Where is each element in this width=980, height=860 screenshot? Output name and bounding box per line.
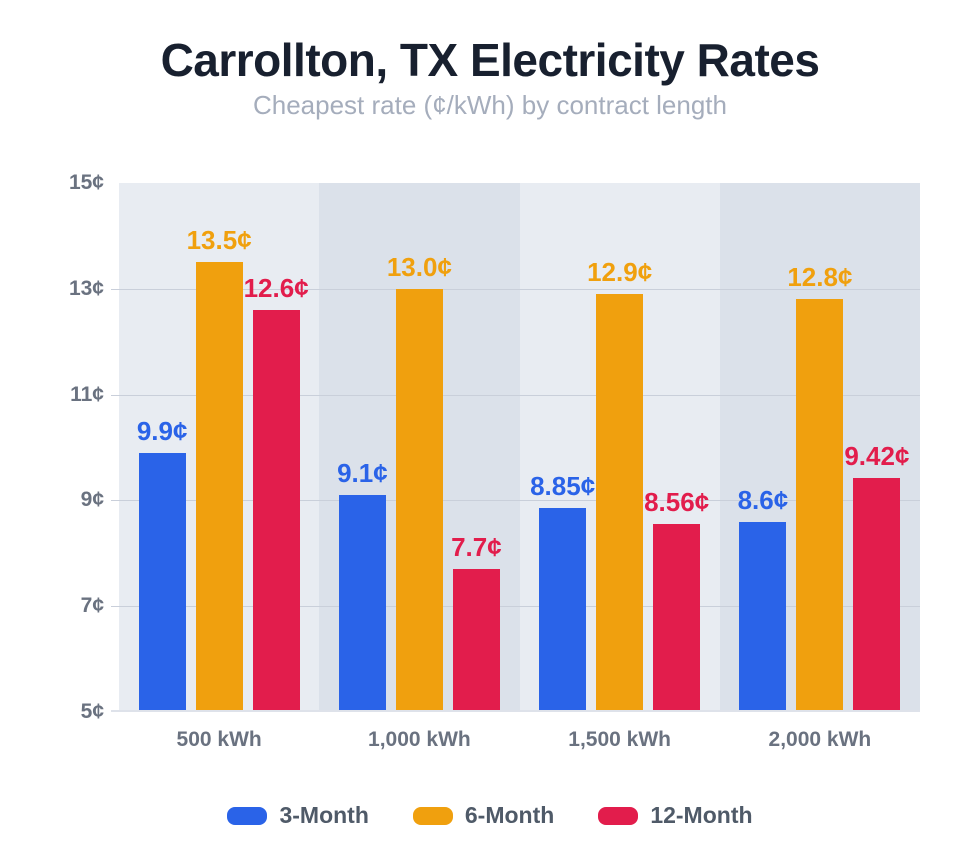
bar-value-label: 12.6¢ [243,272,309,303]
bar-value-label: 8.56¢ [644,486,710,517]
x-tick-label-2-000-kwh: 2,000 kWh [768,728,872,751]
bar-value-label: 7.7¢ [451,532,502,563]
bar-value-label: 9.9¢ [136,415,188,446]
gridline-9 [111,500,920,502]
x-tick-label-1-500-kwh: 1,500 kWh [568,728,671,751]
x-tick-label-500-kwh: 500 kWh [176,728,262,751]
legend: 3-Month 6-Month 12-Month [0,802,980,829]
bar-value-label: 8.6¢ [737,484,789,515]
chart-subtitle: Cheapest rate (¢/kWh) by contract length [252,90,727,120]
y-tick-label-5: 5¢ [80,700,104,723]
gridline-13 [111,288,920,290]
legend-item-3-month[interactable]: 3-Month [227,802,369,829]
legend-item-12-month[interactable]: 12-Month [598,802,753,829]
bar-group-1-500-kwh: 8.85¢ 12.9¢ 8.56¢ [520,183,720,712]
bar-value-label: 9.42¢ [844,441,910,472]
bar-6-month-500-kwh: 13.5¢ [187,225,252,712]
bar-value-label: 12.9¢ [587,257,653,288]
bar-6-month-1-000-kwh: 13.0¢ [387,252,452,712]
y-tick-label-7: 7¢ [80,594,104,618]
legend-label: 6-Month [464,802,555,828]
bar-12-month-1-500-kwh: 8.56¢ [644,487,709,712]
x-tick-label-1-000-kwh: 1,000 kWh [368,728,471,751]
bar-value-label: 8.85¢ [530,471,596,502]
y-tick-label-9: 9¢ [80,488,104,512]
legend-swatch-12-month [598,806,639,825]
gridline-11 [111,394,920,396]
bar-value-label: 13.0¢ [386,251,452,282]
legend-label: 12-Month [650,802,753,828]
legend-swatch-3-month [227,806,268,825]
chart-title: Carrollton, TX Electricity Rates [160,34,820,86]
y-tick-label-15: 15¢ [68,171,104,194]
bar-group-2-000-kwh: 8.6¢ 12.8¢ 9.42¢ [720,183,920,712]
bar-value-label: 13.5¢ [186,225,252,256]
plot-area: 9.9¢ 13.5¢ 12.6¢ 9.1¢ 13.0¢ 7.7¢ 8.85¢ 12.9¢ 8.5… [111,183,920,712]
bar-12-month-500-kwh: 12.6¢ [244,273,309,712]
x-axis-baseline [111,710,920,712]
bar-3-month-1-500-kwh: 8.85¢ [530,471,595,712]
gridline-7 [111,606,920,608]
bar-value-label: 9.1¢ [337,458,388,489]
legend-item-6-month[interactable]: 6-Month [412,802,555,829]
y-tick-label-11: 11¢ [70,382,104,406]
bar-3-month-2-000-kwh: 8.6¢ [738,485,788,712]
bar-3-month-500-kwh: 9.9¢ [137,416,187,712]
bar-6-month-2-000-kwh: 12.8¢ [787,262,852,712]
bar-value-label: 12.8¢ [787,262,853,293]
legend-label: 3-Month [279,802,369,828]
bar-12-month-1-000-kwh: 7.7¢ [451,532,502,712]
bar-group-1-000-kwh: 9.1¢ 13.0¢ 7.7¢ [319,183,519,712]
legend-swatch-6-month [412,806,453,825]
bar-12-month-2-000-kwh: 9.42¢ [844,441,909,712]
bar-group-500-kwh: 9.9¢ 13.5¢ 12.6¢ [119,183,319,712]
y-tick-label-13: 13¢ [68,276,104,300]
bar-6-month-1-500-kwh: 12.9¢ [587,257,652,712]
bar-3-month-1-000-kwh: 9.1¢ [337,458,388,712]
